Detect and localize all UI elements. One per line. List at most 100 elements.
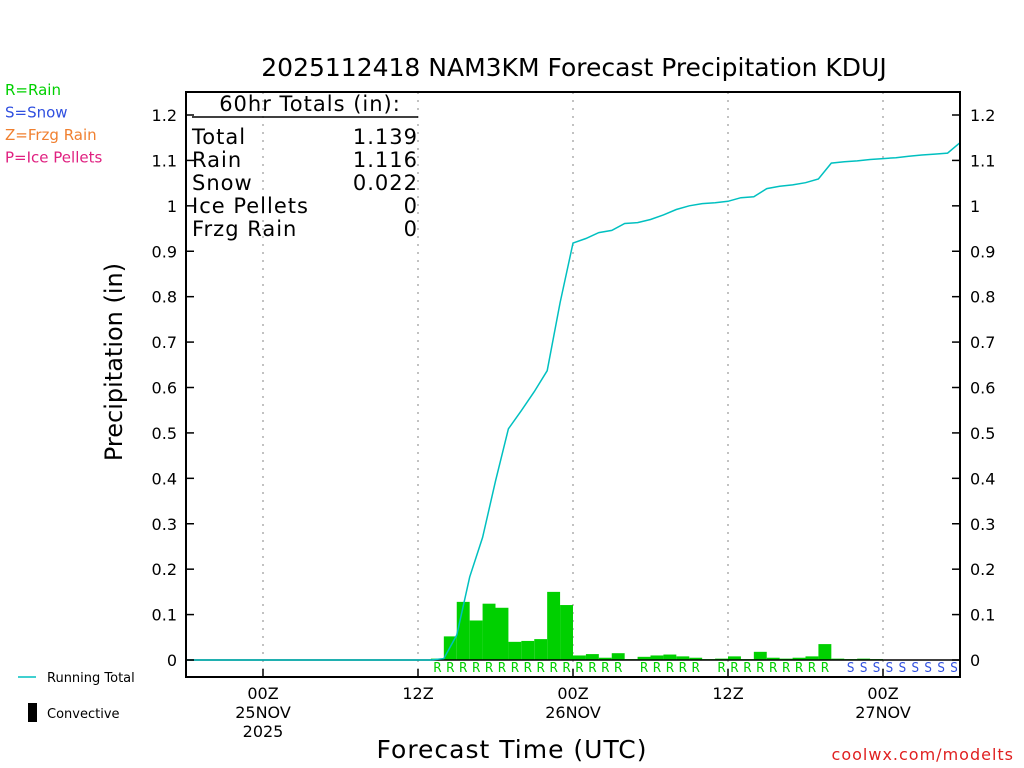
ptype-letter: R bbox=[576, 661, 584, 676]
ptype-legend: R=Rain S=Snow Z=Frzg Rain P=Ice Pellets bbox=[5, 81, 102, 167]
ptype-letter: R bbox=[808, 661, 816, 676]
ptype-letter: S bbox=[911, 661, 919, 676]
ptype-letter: R bbox=[459, 661, 467, 676]
precip-bar bbox=[650, 655, 664, 660]
precip-bar bbox=[766, 657, 780, 660]
ptype-legend-item: S=Snow bbox=[5, 104, 68, 122]
y-tick-label-left: 0.7 bbox=[152, 333, 177, 352]
y-tick-label-left: 0.5 bbox=[152, 424, 177, 443]
precip-bar bbox=[508, 641, 522, 660]
ptype-letter: S bbox=[860, 661, 868, 676]
x-tick-label: 26NOV bbox=[545, 703, 601, 722]
ptype-letter: S bbox=[886, 661, 894, 676]
precip-bar bbox=[805, 656, 819, 660]
y-tick-label-right: 0.9 bbox=[970, 242, 995, 261]
precip-bar bbox=[598, 657, 612, 660]
y-tick-label-left: 0.6 bbox=[152, 379, 177, 398]
precip-bar bbox=[585, 654, 599, 660]
ptype-letter: S bbox=[950, 661, 958, 676]
totals-header: 60hr Totals (in): bbox=[219, 92, 401, 116]
precip-bar bbox=[547, 591, 561, 660]
ptype-letter: R bbox=[524, 661, 532, 676]
ptype-letter: R bbox=[769, 661, 777, 676]
precip-bar bbox=[521, 640, 535, 660]
y-tick-label-right: 0.2 bbox=[970, 560, 995, 579]
y-tick-label-right: 1.1 bbox=[970, 151, 995, 170]
ptype-letter: S bbox=[847, 661, 855, 676]
chart-title: 2025112418 NAM3KM Forecast Precipitation… bbox=[261, 53, 886, 82]
y-tick-label-right: 0.7 bbox=[970, 333, 995, 352]
ptype-letter: R bbox=[666, 661, 674, 676]
running-total-legend-label: Running Total bbox=[47, 671, 135, 686]
y-tick-label-right: 0.5 bbox=[970, 424, 995, 443]
ptype-letter: R bbox=[653, 661, 661, 676]
precip-bar bbox=[469, 620, 483, 660]
y-axis-right: 0 0.1 0.2 0.3 0.4 0.5 0.6 0.7 0.8 0.9 1 1.1 1.2 bbox=[952, 106, 995, 670]
credit-text: coolwx.com/modelts bbox=[832, 745, 1014, 764]
ptype-letter: R bbox=[731, 661, 739, 676]
ptype-letter: R bbox=[472, 661, 480, 676]
totals-row-value: 0.022 bbox=[353, 171, 418, 195]
precip-bar bbox=[611, 653, 625, 660]
y-tick-label-left: 0.2 bbox=[152, 560, 177, 579]
ptype-letter: R bbox=[640, 661, 648, 676]
precip-bar bbox=[728, 656, 741, 660]
bar-series bbox=[430, 591, 896, 661]
ptype-letter: R bbox=[498, 661, 506, 676]
ptype-letter: R bbox=[821, 661, 829, 676]
precip-bar bbox=[676, 656, 690, 660]
x-tick-label: 00Z bbox=[867, 684, 898, 703]
totals-row-label: Frzg Rain bbox=[192, 217, 297, 241]
y-tick-label-left: 0.9 bbox=[152, 242, 177, 261]
x-tick-label: 27NOV bbox=[855, 703, 911, 722]
running-total-line bbox=[186, 142, 961, 661]
y-tick-label-left: 0.3 bbox=[152, 515, 177, 534]
y-tick-label-left: 0.4 bbox=[152, 469, 177, 488]
precip-bar bbox=[663, 654, 677, 660]
totals-row-label: Ice Pellets bbox=[192, 194, 309, 218]
y-axis-title: Precipitation (in) bbox=[100, 263, 128, 461]
x-tick-label: 12Z bbox=[712, 684, 743, 703]
totals-row-label: Total bbox=[191, 125, 246, 149]
precip-bar bbox=[534, 639, 548, 660]
x-tick-label: 00Z bbox=[247, 684, 278, 703]
totals-box: 60hr Totals (in): Total 1.139 Rain 1.116 Sno… bbox=[191, 92, 418, 241]
ptype-letter: R bbox=[563, 661, 571, 676]
ptype-letter: R bbox=[446, 661, 454, 676]
y-tick-label-left: 0.8 bbox=[152, 288, 177, 307]
x-tick-label: 25NOV bbox=[235, 703, 291, 722]
totals-row-value: 1.139 bbox=[353, 125, 418, 149]
precip-bar bbox=[792, 657, 806, 660]
ptype-letter: S bbox=[937, 661, 945, 676]
ptype-letter: R bbox=[511, 661, 519, 676]
y-tick-label-left: 1 bbox=[167, 197, 177, 216]
precip-bar bbox=[753, 651, 767, 660]
y-tick-label-left: 1.2 bbox=[152, 106, 177, 125]
y-tick-label-right: 0.1 bbox=[970, 606, 995, 625]
x-tick-label: 2025 bbox=[243, 722, 284, 741]
ptype-letter: R bbox=[679, 661, 687, 676]
ptype-letter: R bbox=[718, 661, 726, 676]
gridlines bbox=[262, 92, 884, 677]
ptype-legend-item: P=Ice Pellets bbox=[5, 149, 102, 167]
ptype-legend-item: R=Rain bbox=[5, 81, 61, 99]
y-axis-left: 0 0.1 0.2 0.3 0.4 0.5 0.6 0.7 0.8 0.9 1 1.1 1.2 bbox=[152, 106, 194, 670]
precip-bar bbox=[637, 656, 651, 660]
ptype-letter: R bbox=[485, 661, 493, 676]
precip-bar bbox=[495, 607, 509, 660]
precip-bar bbox=[689, 657, 703, 660]
y-tick-label-left: 0.1 bbox=[152, 606, 177, 625]
x-axis-title: Forecast Time (UTC) bbox=[377, 735, 648, 764]
y-tick-label-right: 0 bbox=[970, 651, 980, 670]
precip-bar bbox=[573, 655, 586, 660]
ptype-letter: R bbox=[743, 661, 751, 676]
totals-row-label: Rain bbox=[192, 148, 242, 172]
y-tick-label-right: 0.6 bbox=[970, 379, 995, 398]
totals-rows: Total 1.139 Rain 1.116 Snow 0.022 Ice Pellets 0… bbox=[191, 125, 418, 241]
ptype-letter: R bbox=[614, 661, 622, 676]
x-tick-label: 00Z bbox=[557, 684, 588, 703]
totals-row-value: 0 bbox=[404, 194, 418, 218]
